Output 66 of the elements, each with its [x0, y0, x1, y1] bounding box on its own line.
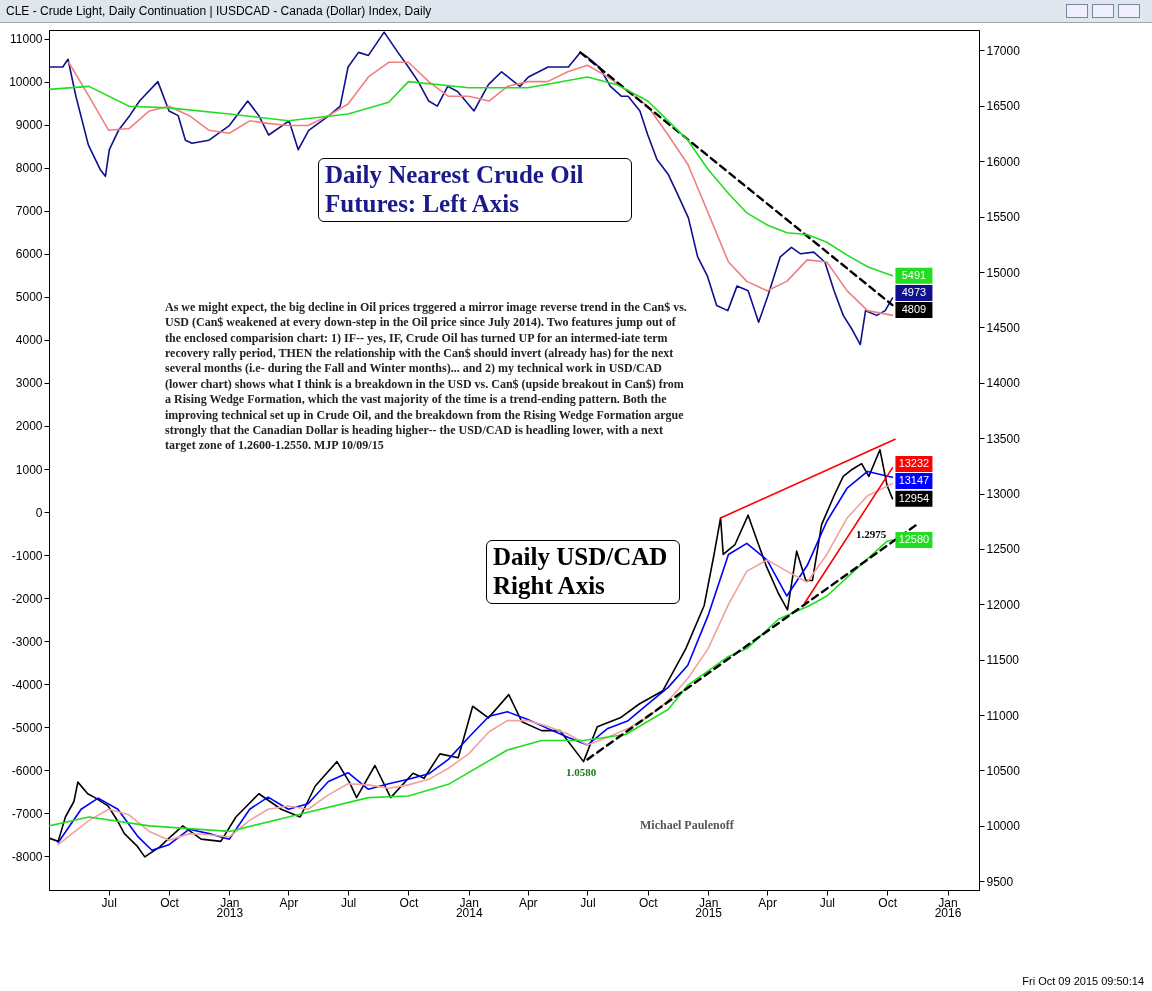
- data-label: 4809: [901, 303, 927, 316]
- data-label: 4973: [901, 286, 927, 299]
- y2-tick-label: 14000: [986, 376, 1021, 391]
- y2-tick-label: 15000: [986, 265, 1021, 280]
- y-tick-label: -8000: [11, 849, 43, 864]
- x-tick-label: Jul: [101, 895, 117, 910]
- x-tick-label: Oct: [638, 895, 659, 910]
- y-tick-label: 10000: [9, 75, 43, 90]
- annotation: Michael Paulenoff: [640, 818, 734, 833]
- y-tick-label: -5000: [11, 720, 43, 735]
- text: As we might expect, the big decline in Oil prices trggered a mirror image reverse trend in the Can$ vs. USD (Can$ weakened at every down-step in the Oil price since July 2014). Two features jump out of the enclosed comparision chart: 1) IF-- yes, IF, Crude Oil has turned UP for an intermed-iate term recovery rally period, THEN the relationship with the Can$ should invert (already has) for the next several months (i.e- during the Fall and Winter months)... and 2) my technical work in USD/CAD (lower chart) shows what I think is a breakdown in the USD vs. Can$ (upside breakout in Can$) from a Rising Wedge Formation, which the vast majority of the time is a trend-ending pattern. Both the improving technical set up in Crude Oil, and the breakdown from the Rising Wedge Formation argue strongly that the Canadian Dollar is heading higher-- the USD/CAD is headling lower, with a next target zone of 1.2600-1.2550. MJP 10/09/15: [165, 300, 687, 453]
- y2-tick-label: 9500: [986, 874, 1014, 889]
- line-series: [67, 61, 894, 317]
- y2-tick-label: 12500: [986, 542, 1021, 557]
- text: Fri Oct 09 2015 09:50:14: [1022, 975, 1144, 987]
- x-tick-label: Oct: [160, 895, 180, 910]
- data-label: 13147: [898, 474, 930, 487]
- x-tick-label: Apr: [758, 895, 777, 910]
- y2-tick-label: 12000: [986, 597, 1021, 612]
- y2-tick-label: 11000: [986, 708, 1020, 723]
- line-series: [49, 539, 894, 833]
- y-tick-label: 9000: [15, 118, 43, 133]
- y-tick-label: 6000: [15, 247, 43, 262]
- y-tick-label: 1000: [15, 462, 43, 477]
- y2-tick-label: 17000: [986, 43, 1021, 58]
- y-tick-label: 4000: [15, 333, 43, 348]
- chart-title: CLE - Crude Light, Daily Continuation | IUSDCAD - Canada (Dollar) Index, Daily: [5, 4, 432, 18]
- line-series: [49, 76, 894, 277]
- x-tick-label: Jul: [580, 895, 596, 910]
- y-tick-label: -1000: [11, 548, 43, 563]
- y2-tick-label: 10000: [986, 819, 1021, 834]
- annotation: 1.2975: [856, 528, 887, 540]
- data-label: 13232: [898, 457, 930, 470]
- y-tick-label: 5000: [15, 290, 43, 305]
- y-tick-label: 2000: [15, 419, 43, 434]
- x-tick-label: Apr: [279, 895, 299, 910]
- annotation: 1.0580: [566, 766, 597, 778]
- x-tick-label: Apr: [518, 895, 538, 910]
- y-tick-label: 8000: [15, 161, 43, 176]
- data-label: 12954: [898, 491, 930, 504]
- y2-tick-label: 15500: [986, 210, 1021, 225]
- y-tick-label: -6000: [11, 763, 43, 778]
- y2-tick-label: 14500: [986, 320, 1021, 335]
- y-tick-label: 0: [35, 505, 43, 520]
- y-tick-label: 7000: [15, 204, 43, 219]
- y2-tick-label: 13000: [986, 487, 1021, 502]
- y2-tick-label: 16500: [986, 99, 1021, 114]
- y2-tick-label: 10500: [986, 763, 1021, 778]
- y2-tick-label: 11500: [986, 653, 1020, 668]
- y2-tick-label: 13500: [986, 431, 1021, 446]
- data-label: 12580: [898, 533, 930, 546]
- x-tick-label: Jul: [340, 895, 357, 910]
- x-tick-label: Jul: [819, 895, 836, 910]
- y-tick-label: -3000: [11, 634, 43, 649]
- line-series: [49, 31, 894, 346]
- y-tick-label: -7000: [11, 806, 43, 821]
- y-tick-label: 3000: [15, 376, 43, 391]
- annotation: Daily USD/CAD Right Axis: [486, 540, 680, 604]
- y-tick-label: -2000: [11, 591, 43, 606]
- x-tick-label: Oct: [399, 895, 419, 910]
- x-tick-label: Oct: [878, 895, 898, 910]
- data-label: 5491: [901, 268, 927, 281]
- y2-tick-label: 16000: [986, 154, 1021, 169]
- y-tick-label: -4000: [11, 677, 43, 692]
- annotation: Daily Nearest Crude Oil Futures: Left Axis: [318, 158, 632, 222]
- y-tick-label: 11000: [10, 32, 43, 47]
